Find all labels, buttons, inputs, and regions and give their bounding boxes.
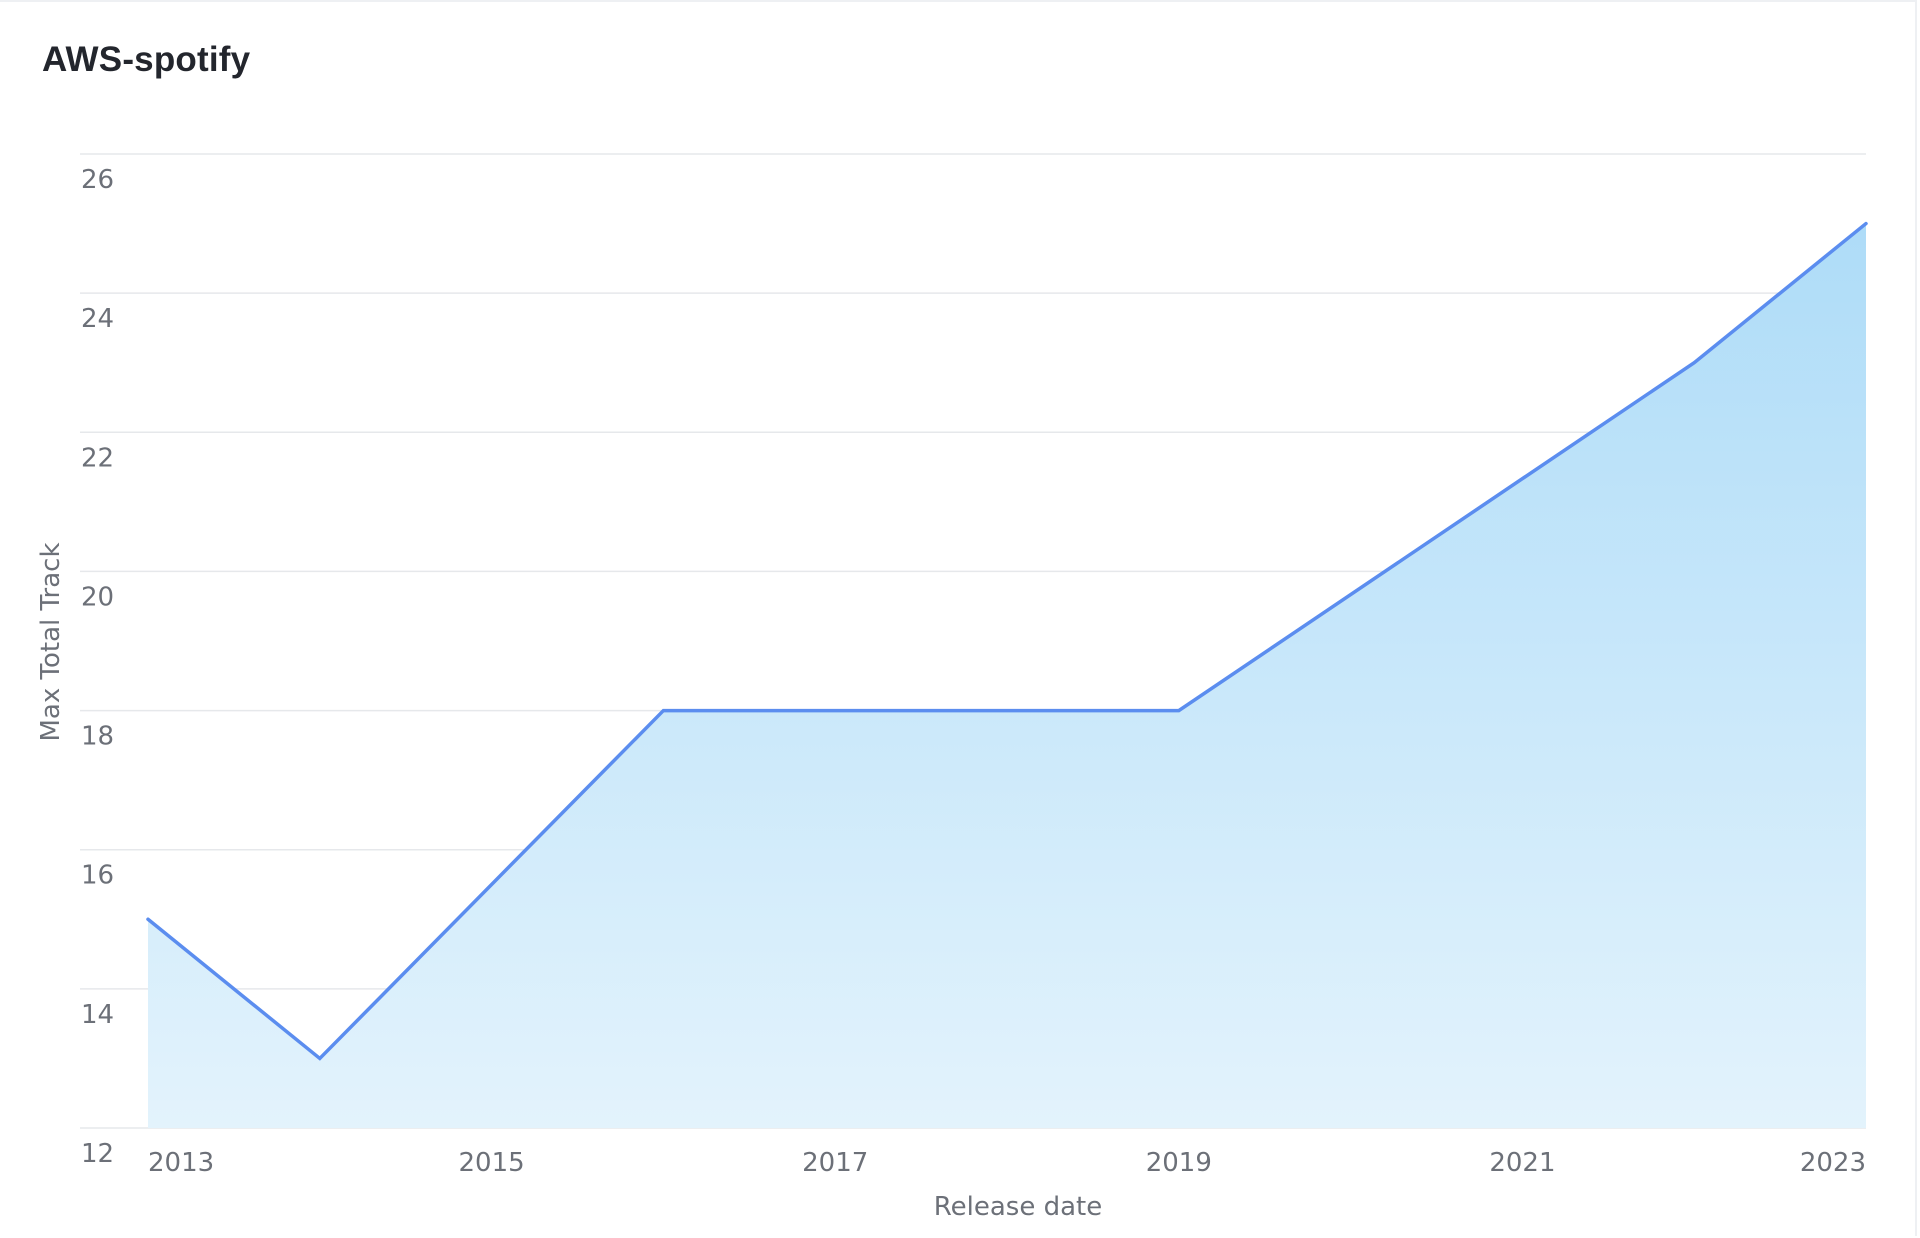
area-fill [148, 224, 1866, 1128]
x-tick-label: 2015 [459, 1148, 525, 1178]
y-tick-label: 24 [81, 304, 114, 334]
x-axis-label: Release date [934, 1192, 1102, 1222]
x-tick-label: 2017 [802, 1148, 868, 1178]
x-tick-label: 2023 [1800, 1148, 1866, 1178]
x-tick-label: 2021 [1489, 1148, 1555, 1178]
x-tick-label: 2013 [148, 1148, 214, 1178]
y-tick-label: 20 [81, 582, 114, 612]
y-axis-label: Max Total Track [36, 542, 66, 741]
y-tick-label: 14 [81, 1000, 114, 1030]
y-axis-ticks: 12 14 16 18 20 22 24 26 [81, 165, 114, 1169]
y-tick-label: 26 [81, 165, 114, 195]
y-tick-label: 18 [81, 722, 114, 752]
y-tick-label: 16 [81, 861, 114, 891]
y-tick-label: 12 [81, 1139, 114, 1169]
area-series [148, 223, 1866, 1128]
x-axis-ticks: 2013 2015 2017 2019 2021 2023 [148, 1148, 1866, 1178]
y-tick-label: 22 [81, 443, 114, 473]
x-tick-label: 2019 [1146, 1148, 1212, 1178]
